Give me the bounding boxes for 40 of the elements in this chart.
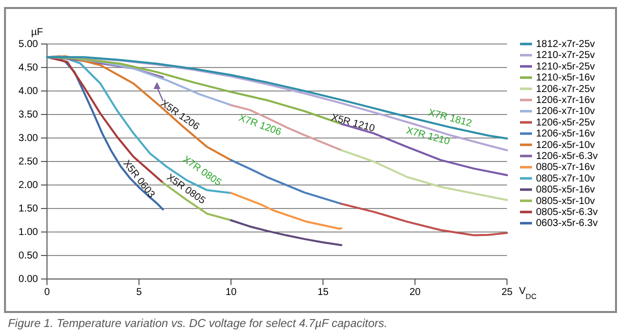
- x-tick-label: 20: [409, 287, 421, 298]
- y-axis-title: µF: [31, 27, 43, 38]
- legend-label: 1210-x7r-25v: [536, 50, 595, 61]
- legend-label: 0805-x7r-16v: [536, 162, 595, 173]
- y-tick-label: 0.00: [18, 274, 38, 286]
- legend-label: 1206-x5r-10v: [536, 139, 595, 150]
- legend-label: 0805-x5r-6.3v: [536, 206, 598, 218]
- legend-label: 0805-x5r-16v: [536, 184, 595, 196]
- legend-label: 1812-x7r-25v: [536, 38, 595, 50]
- legend-label: 1206-x7r-10v: [536, 106, 595, 117]
- legend-label: 1210-x5r-25v: [536, 61, 595, 72]
- y-tick-label: 2.00: [18, 180, 38, 192]
- x-tick-label: 25: [501, 287, 513, 298]
- legend-label: 1206-x7r-25v: [536, 83, 595, 94]
- legend-label: 1206-x5r-6.3v: [536, 150, 598, 162]
- annotation: X5R 1210: [330, 112, 376, 134]
- legend-label: 0805-x7r-10v: [536, 173, 595, 184]
- x-tick-label: 15: [317, 287, 329, 298]
- y-tick-label: 3.00: [18, 133, 38, 144]
- y-tick-label: 0.50: [18, 250, 38, 262]
- x-tick-label: 5: [136, 287, 142, 298]
- y-tick-label: 2.50: [18, 156, 38, 168]
- y-tick-label: 1.50: [18, 204, 38, 215]
- y-tick-label: 4.50: [18, 62, 38, 74]
- x-axis-title: V$_{DC}$: [519, 286, 538, 300]
- y-tick-label: 1.00: [18, 227, 38, 238]
- legend-label: 1210-x5r-16v: [536, 72, 595, 84]
- caption: Figure 1. Temperature variation vs. DC voltage for select 4.7µF capacitors.: [8, 318, 388, 330]
- x-tick-label: 0: [44, 287, 50, 298]
- legend-label: 1206-x5r-25v: [536, 117, 595, 128]
- y-tick-label: 3.50: [18, 110, 38, 121]
- legend-label: 1206-x7r-16v: [536, 94, 595, 106]
- y-tick-label: 5.00: [18, 39, 38, 50]
- legend-label: 0603-x5r-6.3v: [536, 218, 598, 229]
- y-tick-label: 4.00: [18, 86, 38, 98]
- legend-label: 0805-x5r-10v: [536, 195, 595, 206]
- annotation: X5R 1206: [158, 98, 202, 133]
- annotation: X7R 1206: [237, 112, 284, 138]
- legend-label: 1206-x5r-16v: [536, 128, 595, 140]
- x-tick-label: 10: [225, 287, 237, 298]
